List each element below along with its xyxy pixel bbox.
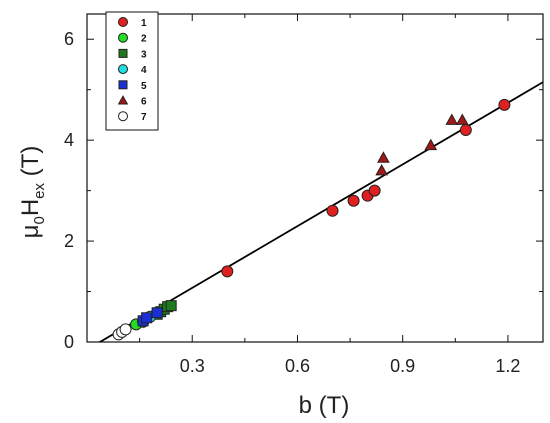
data-point-series-1 bbox=[368, 184, 381, 197]
data-point-series-3 bbox=[165, 300, 177, 312]
data-point-series-5 bbox=[141, 312, 153, 324]
data-point-series-6 bbox=[377, 151, 390, 163]
x-tick-label: 0.6 bbox=[285, 356, 310, 376]
y-tick-label: 2 bbox=[64, 231, 74, 251]
legend-label-6: 6 bbox=[141, 97, 147, 108]
data-point-series-6 bbox=[424, 138, 438, 151]
y-tick-label: 4 bbox=[64, 130, 74, 150]
data-point-series-6 bbox=[455, 113, 469, 125]
y-axis-title: μ0Hex (T) bbox=[17, 146, 48, 239]
legend-marker-5 bbox=[118, 80, 128, 90]
x-tick-label: 0.3 bbox=[180, 356, 205, 376]
data-points bbox=[112, 98, 511, 341]
data-point-series-1 bbox=[498, 98, 511, 111]
y-axis-title-subex: ex bbox=[31, 182, 48, 198]
legend-label-1: 1 bbox=[141, 18, 147, 29]
y-axis-title-mu: μ bbox=[17, 225, 44, 239]
y-tick-label: 0 bbox=[64, 332, 74, 352]
legend-marker-1 bbox=[118, 17, 128, 27]
legend-marker-6 bbox=[117, 95, 129, 105]
data-point-series-1 bbox=[326, 204, 339, 217]
x-tick-label: 0.9 bbox=[390, 356, 415, 376]
plot-border bbox=[86, 13, 544, 343]
x-tick-label: 1.2 bbox=[495, 356, 520, 376]
y-axis-title-h: H bbox=[17, 199, 44, 216]
data-point-series-1 bbox=[459, 124, 472, 137]
legend-label-5: 5 bbox=[141, 81, 147, 92]
legend-label-3: 3 bbox=[141, 49, 147, 60]
x-axis-title: b (T) bbox=[299, 392, 350, 419]
legend-marker-7 bbox=[118, 111, 128, 122]
legend: 1 2 3 4 5 6 7 bbox=[105, 11, 159, 131]
legend-box bbox=[105, 11, 159, 131]
plot-frame bbox=[86, 13, 544, 343]
data-point-series-1 bbox=[347, 194, 360, 207]
data-point-series-1 bbox=[221, 265, 234, 278]
y-axis-title-unit: (T) bbox=[17, 146, 44, 183]
y-tick-label: 6 bbox=[64, 29, 74, 49]
legend-label-4: 4 bbox=[141, 65, 147, 76]
data-point-series-5 bbox=[151, 307, 163, 319]
data-point-series-7 bbox=[119, 323, 132, 336]
legend-label-2: 2 bbox=[141, 34, 147, 45]
data-point-series-6 bbox=[445, 113, 459, 125]
legend-marker-3 bbox=[118, 48, 128, 58]
legend-marker-4 bbox=[118, 64, 128, 75]
y-axis: 0 2 4 6 bbox=[64, 29, 543, 352]
x-axis: 0.3 0.6 0.9 1.2 bbox=[139, 14, 520, 376]
y-axis-title-sub0: 0 bbox=[31, 216, 48, 224]
legend-label-7: 7 bbox=[141, 112, 147, 123]
legend-marker-2 bbox=[118, 32, 128, 43]
data-point-series-6 bbox=[375, 163, 388, 176]
